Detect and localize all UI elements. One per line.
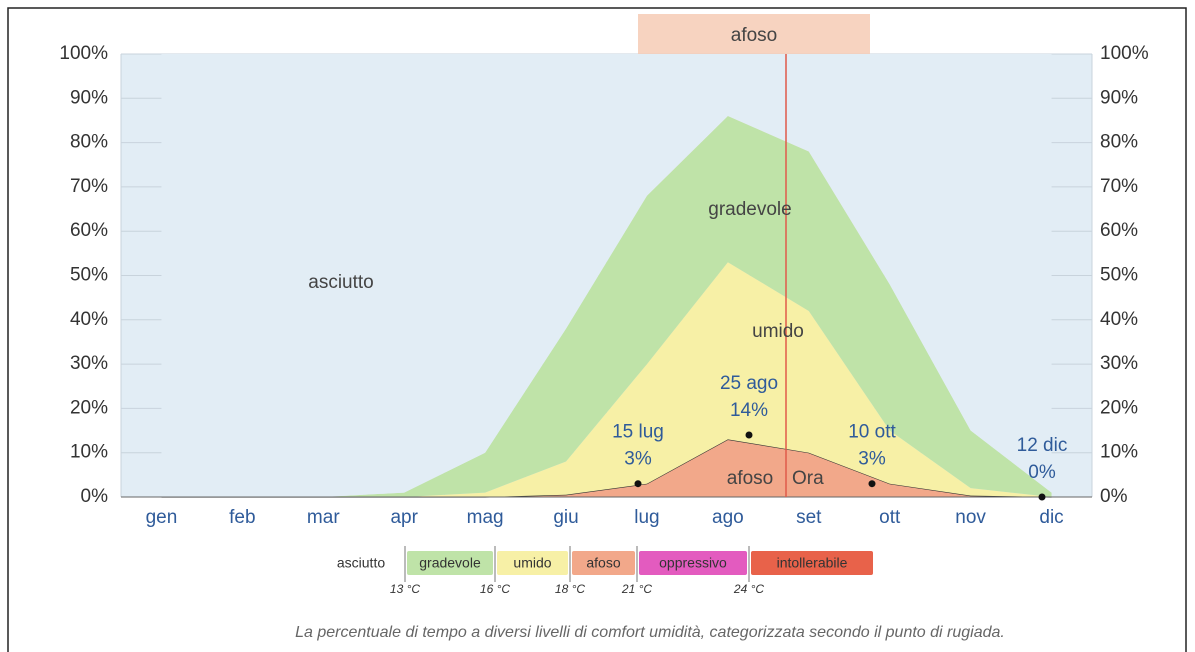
band-label: asciutto bbox=[308, 272, 373, 293]
y-tick-label: 40% bbox=[70, 309, 108, 330]
threshold-label: 21 °C bbox=[621, 582, 652, 596]
annotation-value: 14% bbox=[730, 400, 768, 421]
area bbox=[161, 439, 1052, 497]
y2-tick-label: 20% bbox=[1100, 397, 1138, 418]
y2-tick-label: 50% bbox=[1100, 265, 1138, 286]
legend-label: intollerabile bbox=[777, 555, 848, 571]
annotation-value: 3% bbox=[858, 449, 886, 470]
frame bbox=[7, 7, 1187, 652]
y2-tick-label: 70% bbox=[1100, 176, 1138, 197]
y-tick-label: 0% bbox=[81, 486, 109, 507]
legend-swatch bbox=[497, 551, 568, 575]
x-tick-label: apr bbox=[390, 507, 418, 528]
annotation-point bbox=[868, 480, 876, 488]
band-label: afoso bbox=[727, 468, 773, 489]
threshold-label: 16 °C bbox=[480, 582, 510, 596]
legend-swatch bbox=[751, 551, 873, 575]
band-label: gradevole bbox=[708, 199, 791, 220]
annotation-value: 3% bbox=[624, 449, 652, 470]
annotation-point bbox=[634, 480, 642, 488]
x-tick-label: set bbox=[796, 507, 822, 528]
y-tick-label: 70% bbox=[70, 176, 108, 197]
legend-label: umido bbox=[513, 555, 551, 571]
annotation-date: 25 ago bbox=[720, 373, 778, 394]
y-tick-label: 60% bbox=[70, 220, 108, 241]
annotation-date: 10 ott bbox=[848, 422, 896, 443]
annotation-point bbox=[745, 431, 753, 439]
y2-tick-label: 90% bbox=[1100, 87, 1138, 108]
y2-tick-label: 40% bbox=[1100, 309, 1138, 330]
y-tick-label: 80% bbox=[70, 132, 108, 153]
legend-label: gradevole bbox=[419, 555, 481, 571]
y-tick-label: 50% bbox=[70, 265, 108, 286]
x-tick-label: dic bbox=[1039, 507, 1063, 528]
x-tick-label: lug bbox=[634, 507, 659, 528]
y2-tick-label: 80% bbox=[1100, 132, 1138, 153]
x-tick-label: ago bbox=[712, 507, 744, 528]
area bbox=[161, 116, 1052, 498]
y-tick-label: 100% bbox=[59, 43, 108, 64]
highlight-label: afoso bbox=[731, 25, 777, 46]
x-tick-label: ott bbox=[879, 507, 901, 528]
y-tick-label: 90% bbox=[70, 87, 108, 108]
x-tick-label: feb bbox=[229, 507, 255, 528]
legend-label: afoso bbox=[586, 555, 620, 571]
annotation-date: 12 dic bbox=[1017, 435, 1068, 456]
y-tick-label: 30% bbox=[70, 353, 108, 374]
legend-swatch bbox=[639, 551, 747, 575]
y2-tick-label: 30% bbox=[1100, 353, 1138, 374]
annotation-value: 0% bbox=[1028, 462, 1056, 483]
highlight-header bbox=[638, 14, 870, 54]
threshold-label: 24 °C bbox=[733, 582, 764, 596]
legend-swatch bbox=[319, 551, 403, 575]
caption: La percentuale di tempo a diversi livell… bbox=[295, 624, 1005, 641]
area bbox=[161, 54, 1052, 497]
band-label: umido bbox=[752, 321, 804, 342]
x-tick-label: mag bbox=[467, 507, 504, 528]
threshold-label: 18 °C bbox=[555, 582, 585, 596]
now-label: Ora bbox=[792, 468, 824, 489]
legend-swatch bbox=[572, 551, 635, 575]
y2-tick-label: 0% bbox=[1100, 486, 1128, 507]
y-tick-label: 10% bbox=[70, 442, 108, 463]
y2-tick-label: 10% bbox=[1100, 442, 1138, 463]
annotation-date: 15 lug bbox=[612, 422, 664, 443]
area bbox=[161, 262, 1052, 497]
annotation-point bbox=[1038, 493, 1046, 501]
x-tick-label: nov bbox=[955, 507, 986, 528]
y2-tick-label: 100% bbox=[1100, 43, 1149, 64]
x-tick-label: giu bbox=[553, 507, 578, 528]
x-tick-label: gen bbox=[146, 507, 178, 528]
x-tick-label: mar bbox=[307, 507, 340, 528]
legend-swatch bbox=[407, 551, 493, 575]
y-tick-label: 20% bbox=[70, 397, 108, 418]
legend-label: asciutto bbox=[337, 555, 385, 571]
legend-label: oppressivo bbox=[659, 555, 727, 571]
y2-tick-label: 60% bbox=[1100, 220, 1138, 241]
threshold-label: 13 °C bbox=[390, 582, 420, 596]
